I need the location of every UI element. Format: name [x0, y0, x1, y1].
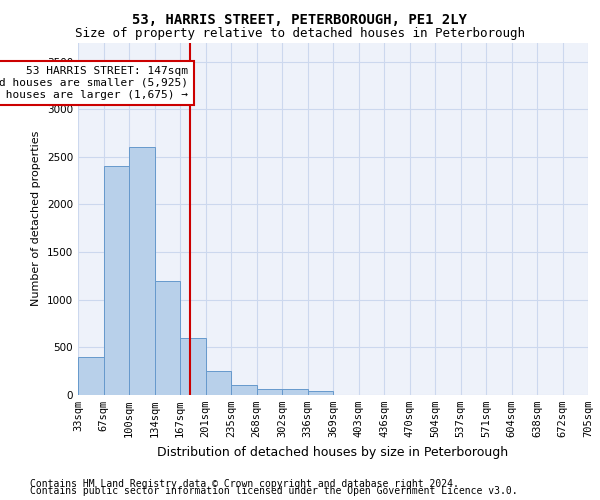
Bar [155, 280, 180, 395]
Text: 53, HARRIS STREET, PETERBOROUGH, PE1 2LY: 53, HARRIS STREET, PETERBOROUGH, PE1 2LY [133, 12, 467, 26]
Text: 53 HARRIS STREET: 147sqm
← 77% of detached houses are smaller (5,925)
22% of sem: 53 HARRIS STREET: 147sqm ← 77% of detach… [0, 66, 188, 100]
Text: Contains HM Land Registry data © Crown copyright and database right 2024.: Contains HM Land Registry data © Crown c… [30, 479, 459, 489]
Bar [282, 390, 308, 395]
Bar [257, 390, 282, 395]
Bar [104, 166, 129, 395]
Bar [231, 386, 257, 395]
Text: Contains public sector information licensed under the Open Government Licence v3: Contains public sector information licen… [30, 486, 518, 496]
X-axis label: Distribution of detached houses by size in Peterborough: Distribution of detached houses by size … [157, 446, 509, 458]
Text: Size of property relative to detached houses in Peterborough: Size of property relative to detached ho… [75, 28, 525, 40]
Bar [129, 148, 155, 395]
Bar [180, 338, 205, 395]
Y-axis label: Number of detached properties: Number of detached properties [31, 131, 41, 306]
Bar [308, 391, 333, 395]
Bar [78, 357, 104, 395]
Bar [205, 371, 231, 395]
